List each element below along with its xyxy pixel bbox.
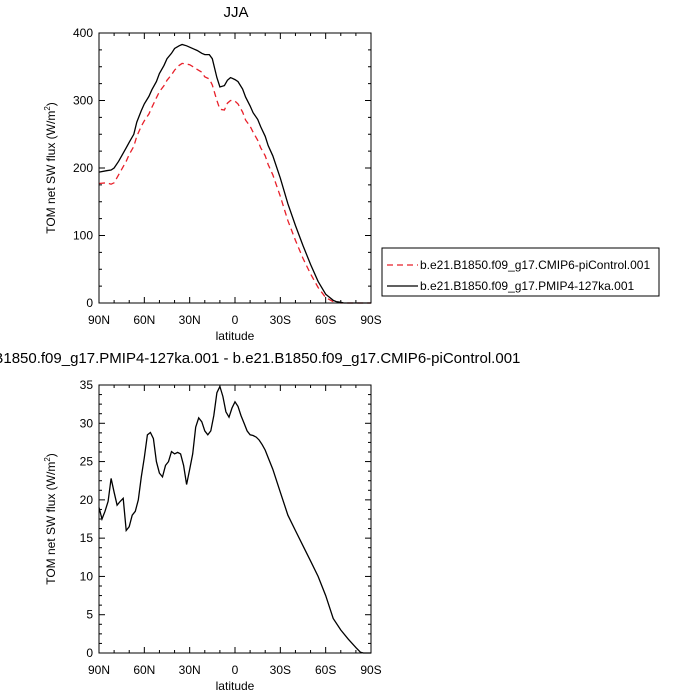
legend-label-127ka: b.e21.B1850.f09_g17.PMIP4-127ka.001 bbox=[420, 279, 634, 293]
top-xtick-label: 60N bbox=[133, 313, 155, 327]
top-ytick-label: 400 bbox=[73, 26, 93, 40]
bottom-series-line-0 bbox=[98, 384, 371, 654]
top-xtick-label: 90S bbox=[360, 313, 381, 327]
bottom-ytick-label: 5 bbox=[86, 608, 93, 622]
top-chart-title: JJA bbox=[223, 4, 248, 21]
top-plot-frame bbox=[98, 32, 372, 304]
top-xtick-label: 0 bbox=[232, 313, 239, 327]
top-series-line-1 bbox=[98, 43, 371, 304]
bottom-ytick-label: 30 bbox=[80, 416, 94, 430]
bottom-ytick-label: 20 bbox=[80, 493, 94, 507]
bottom-plot-frame bbox=[98, 384, 372, 654]
bottom-ytick-label: 35 bbox=[80, 378, 94, 392]
bottom-ytick-label: 15 bbox=[80, 531, 94, 545]
bottom-xtick-label: 0 bbox=[232, 663, 239, 677]
bottom-chart: b.e21.B1850.f09_g17.PMIP4-127ka.001 - b.… bbox=[0, 350, 520, 693]
top-ytick-label: 0 bbox=[86, 296, 93, 310]
top-chart: JJA b.e21.B1850.f09_g17.CMIP6-piControl.… bbox=[43, 4, 660, 343]
bottom-xaxis-label: latitude bbox=[216, 679, 255, 693]
top-xtick-label: 30S bbox=[270, 313, 291, 327]
bottom-chart-title: b.e21.B1850.f09_g17.PMIP4-127ka.001 - b.… bbox=[0, 350, 520, 367]
top-ytick-label: 100 bbox=[73, 229, 93, 243]
top-xtick-label: 30N bbox=[179, 313, 201, 327]
bottom-xtick-label: 30N bbox=[179, 663, 201, 677]
legend-box bbox=[381, 247, 660, 297]
top-xtick-label: 60S bbox=[315, 313, 336, 327]
bottom-xtick-label: 90S bbox=[360, 663, 381, 677]
top-xaxis-label: latitude bbox=[216, 329, 255, 343]
bottom-xtick-label: 30S bbox=[270, 663, 291, 677]
legend-label-piControl: b.e21.B1850.f09_g17.CMIP6-piControl.001 bbox=[420, 258, 650, 272]
bottom-xtick-label: 60N bbox=[133, 663, 155, 677]
bottom-xtick-label: 60S bbox=[315, 663, 336, 677]
top-ytick-label: 200 bbox=[73, 161, 93, 175]
top-yaxis-label: TOM net SW flux (W/m2) bbox=[43, 102, 58, 234]
top-xtick-label: 90N bbox=[88, 313, 110, 327]
bottom-ytick-label: 0 bbox=[86, 646, 93, 660]
bottom-ytick-label: 25 bbox=[80, 455, 94, 469]
top-chart-legend: b.e21.B1850.f09_g17.CMIP6-piControl.001 … bbox=[381, 247, 660, 297]
top-ytick-label: 300 bbox=[73, 94, 93, 108]
bottom-xtick-label: 90N bbox=[88, 663, 110, 677]
bottom-ytick-label: 10 bbox=[80, 569, 94, 583]
bottom-yaxis-label: TOM net SW flux (W/m2) bbox=[43, 453, 58, 585]
top-series-line-0 bbox=[98, 62, 371, 304]
